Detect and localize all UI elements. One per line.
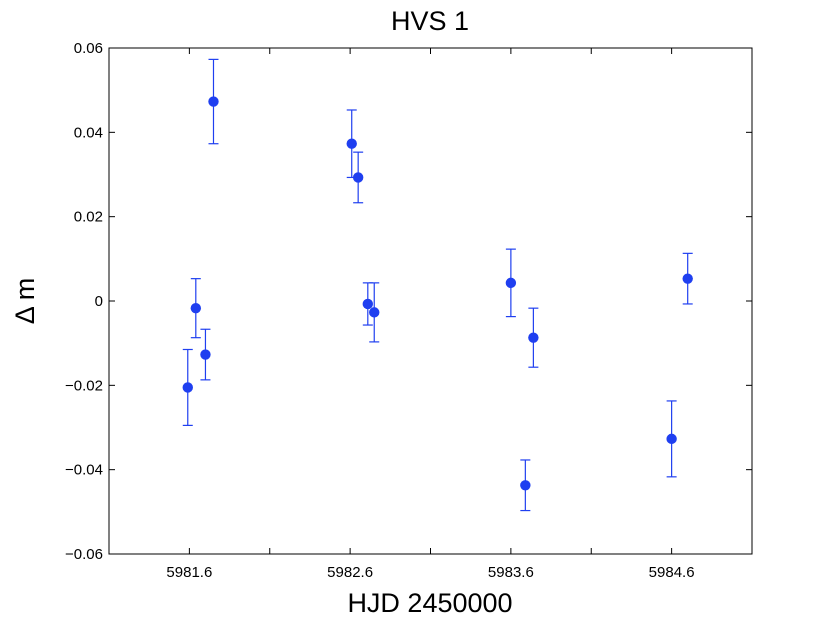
data-point: [190, 302, 202, 314]
y-tick-label: 0.06: [74, 40, 103, 57]
y-axis-label: Δ m: [10, 278, 40, 325]
data-point: [182, 382, 193, 393]
data-point: [505, 277, 517, 289]
data-point: [369, 307, 380, 318]
data-point: [682, 273, 693, 284]
y-tick-label: 0.02: [74, 209, 103, 226]
x-axis-label: HJD 2450000: [347, 588, 512, 618]
x-tick-label: 5981.6: [166, 564, 212, 581]
data-point: [520, 480, 531, 491]
x-tick-label: 5983.6: [488, 564, 534, 581]
y-tick-label: 0.04: [74, 124, 103, 141]
y-tick-label: −0.04: [65, 462, 103, 479]
data-point: [208, 96, 219, 107]
y-tick-label: −0.06: [65, 546, 103, 563]
data-point: [528, 332, 539, 343]
y-tick-label: 0: [95, 293, 103, 310]
data-point: [666, 433, 677, 445]
data-point: [352, 172, 364, 183]
data-point: [200, 349, 211, 360]
chart-title: HVS 1: [391, 6, 469, 36]
plot-frame: [108, 47, 753, 555]
plot-area: 5981.6 5982.6 5983.6 5984.6 −0.06 −0.04 −0.02 0…: [65, 40, 753, 581]
x-tick-label: 5984.6: [649, 564, 695, 581]
x-tick-label: 5982.6: [327, 564, 373, 581]
data-point: [362, 298, 374, 310]
y-tick-label: −0.02: [65, 377, 103, 394]
data-point: [346, 138, 357, 149]
